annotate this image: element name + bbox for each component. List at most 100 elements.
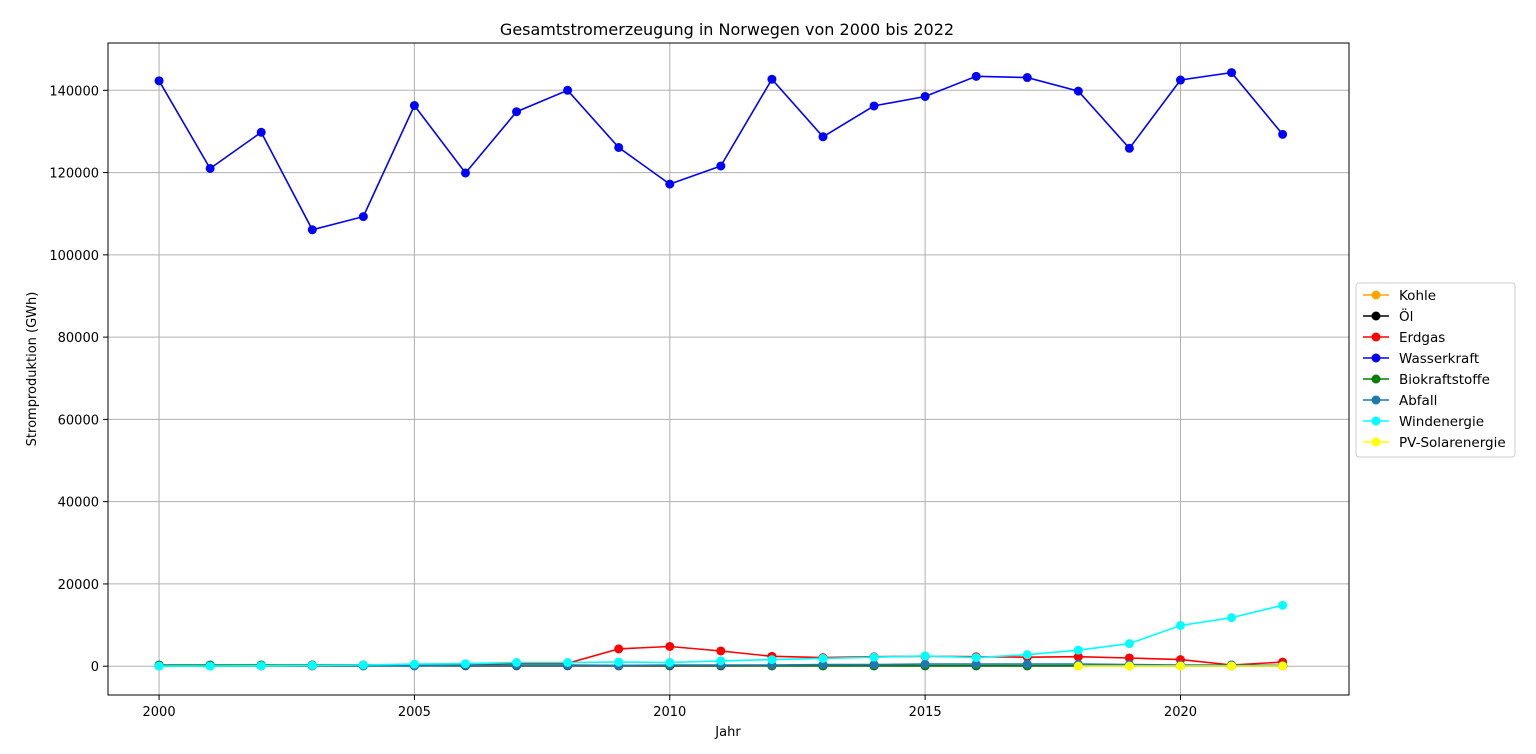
- data-point-wasserkraft: [1175, 75, 1185, 85]
- legend-label: Biokraftstoffe: [1399, 372, 1490, 388]
- legend-marker: [1371, 311, 1381, 321]
- legend: Kohle Öl Erdgas Wasserkraft Biokraftstoffe Ab…: [1355, 282, 1516, 458]
- x-axis: 2000 2005 2010 2015 2020: [143, 695, 1197, 720]
- data-point-erdgas: [665, 641, 675, 651]
- data-point-wasserkraft: [256, 127, 266, 137]
- data-point-wasserkraft: [563, 85, 573, 95]
- data-point-wasserkraft: [205, 163, 215, 173]
- data-point-windenergie: [512, 658, 522, 668]
- legend-entry: Biokraftstoffe: [1363, 372, 1490, 388]
- data-point-wasserkraft: [1073, 86, 1083, 96]
- data-point-windenergie: [1073, 645, 1083, 655]
- data-point-wasserkraft: [971, 71, 981, 81]
- data-point-wasserkraft: [512, 107, 522, 117]
- legend-label: PV-Solarenergie: [1399, 435, 1506, 451]
- data-point-windenergie: [1124, 639, 1134, 649]
- data-point-windenergie: [767, 655, 777, 665]
- x-tick-label: 2010: [653, 705, 686, 720]
- x-tick-label: 2020: [1164, 705, 1197, 720]
- chart-title: Gesamtstromerzeugung in Norwegen von 200…: [500, 20, 954, 39]
- data-point-wasserkraft: [1124, 143, 1134, 153]
- y-tick-label: 100000: [49, 249, 99, 264]
- legend-marker: [1371, 332, 1381, 342]
- data-point-windenergie: [1175, 620, 1185, 630]
- x-tick-label: 2000: [143, 705, 176, 720]
- data-point-pv-solarenergie: [1073, 661, 1083, 671]
- data-point-erdgas: [1073, 652, 1083, 662]
- legend-label: Erdgas: [1399, 330, 1445, 346]
- data-point-windenergie: [409, 659, 419, 669]
- legend-entry: Erdgas: [1363, 330, 1445, 346]
- legend-marker: [1371, 416, 1381, 426]
- data-point-wasserkraft: [358, 212, 368, 222]
- data-point-windenergie: [205, 661, 215, 671]
- data-point-windenergie: [1227, 613, 1237, 623]
- data-point-erdgas: [614, 644, 624, 654]
- legend-entry: Wasserkraft: [1363, 351, 1479, 367]
- legend-entry: Öl: [1363, 307, 1413, 325]
- legend-label: Abfall: [1399, 393, 1437, 409]
- legend-entry: Windenergie: [1363, 414, 1484, 430]
- legend-marker: [1371, 290, 1381, 300]
- data-point-erdgas: [1124, 653, 1134, 663]
- data-point-abfall: [869, 660, 879, 670]
- data-point-windenergie: [1022, 650, 1032, 660]
- data-point-abfall: [1022, 659, 1032, 669]
- data-point-windenergie: [971, 653, 981, 663]
- data-point-wasserkraft: [818, 132, 828, 142]
- data-point-wasserkraft: [154, 76, 164, 86]
- legend-label: Kohle: [1399, 288, 1436, 304]
- y-tick-label: 40000: [58, 496, 99, 511]
- data-point-abfall: [920, 659, 930, 669]
- legend-marker: [1371, 374, 1381, 384]
- data-point-windenergie: [818, 653, 828, 663]
- data-point-wasserkraft: [767, 74, 777, 84]
- data-point-pv-solarenergie: [1124, 661, 1134, 671]
- data-point-windenergie: [665, 658, 675, 668]
- data-point-windenergie: [920, 651, 930, 661]
- data-point-windenergie: [460, 659, 470, 669]
- legend-label: Öl: [1399, 307, 1413, 325]
- x-tick-label: 2005: [398, 705, 431, 720]
- legend-entry: PV-Solarenergie: [1363, 435, 1506, 451]
- legend-label: Wasserkraft: [1399, 351, 1479, 367]
- legend-entry: Kohle: [1363, 288, 1436, 304]
- data-point-windenergie: [307, 660, 317, 670]
- y-tick-label: 0: [91, 660, 99, 675]
- data-point-windenergie: [869, 652, 879, 662]
- data-point-windenergie: [716, 656, 726, 666]
- series-wasserkraft: [154, 68, 1288, 235]
- data-point-windenergie: [563, 658, 573, 668]
- data-point-wasserkraft: [869, 101, 879, 111]
- y-axis-title: Stromproduktion (GWh): [25, 292, 40, 447]
- y-tick-label: 60000: [58, 413, 99, 428]
- x-axis-title: Jahr: [714, 725, 741, 740]
- data-point-windenergie: [614, 657, 624, 667]
- y-tick-label: 120000: [49, 167, 99, 182]
- data-point-abfall: [971, 659, 981, 669]
- legend-box: [1355, 282, 1516, 458]
- data-point-windenergie: [358, 660, 368, 670]
- data-point-windenergie: [1278, 600, 1288, 610]
- data-point-wasserkraft: [665, 179, 675, 189]
- y-tick-label: 20000: [58, 578, 99, 593]
- data-point-pv-solarenergie: [1175, 661, 1185, 671]
- x-tick-label: 2015: [909, 705, 942, 720]
- data-point-wasserkraft: [614, 142, 624, 152]
- legend-label: Windenergie: [1399, 414, 1484, 430]
- legend-marker: [1371, 395, 1381, 405]
- y-tick-label: 80000: [58, 331, 99, 346]
- series-pv-solarenergie: [1073, 661, 1288, 671]
- plot-frame: [107, 42, 1350, 696]
- data-point-wasserkraft: [307, 225, 317, 235]
- y-tick-label: 140000: [49, 84, 99, 99]
- legend-entry: Abfall: [1363, 393, 1437, 409]
- data-point-windenergie: [154, 661, 164, 671]
- data-point-wasserkraft: [716, 161, 726, 171]
- data-point-wasserkraft: [409, 101, 419, 111]
- y-axis: 0 20000 40000 60000 80000 100000 120000 140000: [49, 84, 108, 675]
- data-point-pv-solarenergie: [1278, 661, 1288, 671]
- data-point-wasserkraft: [460, 168, 470, 178]
